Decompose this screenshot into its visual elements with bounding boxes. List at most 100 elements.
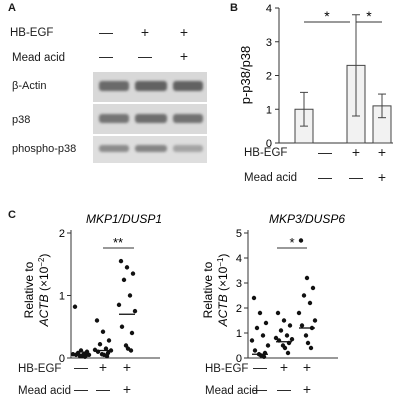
plot1-group-3-point-9: [129, 330, 135, 336]
plot2-ytick-label-5: 5: [236, 228, 242, 240]
plot2-ytick-label-3: 3: [236, 278, 242, 290]
panel-b-chart: p-p38/p38 0 1 2 3 4 * *: [238, 3, 393, 150]
panel-a-letter: A: [8, 2, 16, 14]
panel-c-hbegf-label: HB-EGF: [18, 363, 62, 375]
panel-c-mead-label: Mead acid: [18, 385, 72, 397]
plot2-group-3-point-10: [303, 333, 309, 338]
plot1-group-2-point-3: [106, 338, 112, 343]
panel-b-letter: B: [230, 2, 238, 14]
plot2-mead-sign-1: —: [253, 381, 267, 397]
plot1-group-3-point-6: [116, 302, 122, 308]
panel-b-mead-label: Mead acid: [244, 172, 298, 184]
plot1-group-3-point-3: [130, 271, 136, 276]
plot1-group-2-point-2: [100, 329, 106, 334]
plot2-group-2-point-3: [287, 323, 293, 328]
plot1-ylabel: Relative to: [22, 261, 36, 318]
blot-actin-band-2: [135, 81, 167, 91]
plot1-group-3-point-8: [119, 324, 125, 329]
panel-a-mead-label: Mead acid: [12, 52, 66, 64]
plot1-ytick-label-2: 2: [59, 228, 65, 240]
panel-b-ytick-label-2: 2: [266, 71, 272, 83]
plot2-group-3-point-11: [305, 340, 311, 346]
plot2-group-1-point-4: [254, 325, 260, 331]
panel-b-hbegf-sign-2: +: [351, 144, 361, 160]
blot-label-p38: p38: [12, 114, 31, 126]
plot2-group-2-point-12: [285, 350, 291, 356]
plot1-hbegf-sign-3: +: [122, 359, 132, 375]
panel-c-charts: MKP1/DUSP1 Relative to ACTB (×10−2) ** 0…: [22, 212, 345, 365]
plot1-group-1-point-2: [78, 348, 84, 353]
panel-b-mead-sign-3: +: [377, 169, 387, 185]
panel-a-hbegf-sign-3: +: [179, 24, 189, 40]
panel-a-mead-sign-2: —: [138, 48, 152, 64]
blot-p38-band-2: [135, 114, 167, 123]
plot1-group-2-point-12: [104, 353, 110, 359]
plot2-mead-sign-2: —: [277, 381, 291, 397]
panel-b-mead-sign-2: —: [349, 169, 363, 185]
plot2-group-1-point-12: [261, 354, 267, 359]
plot1-ytick-label-0: 0: [59, 353, 65, 365]
panel-a-hbegf-sign-2: +: [140, 24, 150, 40]
blot-actin-band-3: [173, 81, 203, 91]
panel-b-ytick-label-1: 1: [266, 104, 272, 116]
plot1-mead-sign-1: —: [74, 381, 88, 397]
blot-phospho-p38: [93, 136, 207, 163]
plot1-group-1-point-12: [82, 354, 88, 359]
panel-b-sig-star-1: *: [324, 8, 330, 24]
plot2-sig-star: *: [289, 235, 294, 250]
plot1-group-1-point-1: [72, 304, 78, 309]
plot2-group-2-point-6: [273, 335, 279, 341]
plot2-mead-sign-3: +: [302, 381, 312, 397]
plot1-group-3-point-5: [127, 293, 133, 298]
panel-c-hbegf-label-2: HB-EGF: [205, 363, 249, 375]
plot1-mead-sign-3: +: [122, 381, 132, 397]
plot2-group-3-point-4: [301, 293, 307, 298]
plot2-group-3-point-8: [299, 323, 305, 328]
plot2-title: MKP3/DUSP6: [269, 212, 345, 226]
plot1-sig-stars: **: [113, 235, 123, 250]
plot1-ytick-label-1: 1: [59, 291, 65, 303]
plot2-hbegf-sign-2: +: [279, 359, 289, 375]
plot2-ylabel-line2: ACTB (×10−1): [216, 254, 230, 328]
panel-b-hbegf-sign-1: —: [318, 144, 332, 160]
plot2-group-3-point-12: [308, 345, 314, 351]
panel-b-ytick-label-0: 0: [266, 138, 272, 150]
plot1-group-3-point-7: [132, 308, 138, 314]
blot-actin: [93, 72, 207, 102]
blot-p38-band-3: [173, 114, 203, 123]
plot2-group-3-point-2: [304, 275, 310, 281]
plot1-mead-sign-2: —: [96, 381, 110, 397]
plot1-group-2-point-5: [103, 346, 109, 351]
plot2-group-1-point-7: [265, 343, 271, 348]
plot1-group-3-point-4: [121, 277, 127, 283]
plot1-hbegf-sign-2: +: [98, 359, 108, 375]
panel-b-hbegf-label: HB-EGF: [244, 147, 288, 159]
blot-p38-band-1: [99, 114, 129, 123]
panel-a-mead-sign-1: —: [99, 48, 113, 64]
blot-label-actin: β-Actin: [12, 80, 47, 92]
panel-b-hbegf-sign-3: +: [377, 144, 387, 160]
plot1-group-3-point-12: [128, 348, 134, 353]
plot2-group-3-point-5: [307, 300, 313, 306]
plot2-group-3-point-7: [312, 318, 318, 323]
plot2-group-3-point-6: [296, 310, 302, 316]
plot2-group-1-point-6: [249, 338, 255, 343]
plot2-group-1-point-2: [257, 310, 263, 316]
plot1-group-3-point-2: [124, 265, 130, 270]
plot2-ytick-label-4: 4: [236, 253, 242, 265]
plot2-ytick-label-2: 2: [236, 303, 242, 315]
plot1-group-3-point-1: [118, 258, 124, 264]
panel-c-letter: C: [8, 209, 16, 221]
panel-b-ylabel: p-p38/p38: [238, 46, 253, 105]
plot2-group-3-point-1: [298, 238, 304, 243]
plot2-group-1-point-3: [263, 320, 269, 326]
panel-a-hbegf-label: HB-EGF: [10, 27, 54, 39]
plot2-hbegf-sign-3: +: [302, 359, 312, 375]
plot2-group-2-point-2: [281, 318, 287, 323]
plot1-hbegf-sign-1: —: [74, 359, 88, 375]
plot2-group-1-point-1: [251, 295, 257, 301]
panel-b-ytick-label-3: 3: [266, 37, 272, 49]
plot2-hbegf-sign-1: —: [253, 359, 267, 375]
plot2-ytick-label-1: 1: [236, 328, 242, 340]
plot1-group-2-point-1: [94, 318, 100, 323]
